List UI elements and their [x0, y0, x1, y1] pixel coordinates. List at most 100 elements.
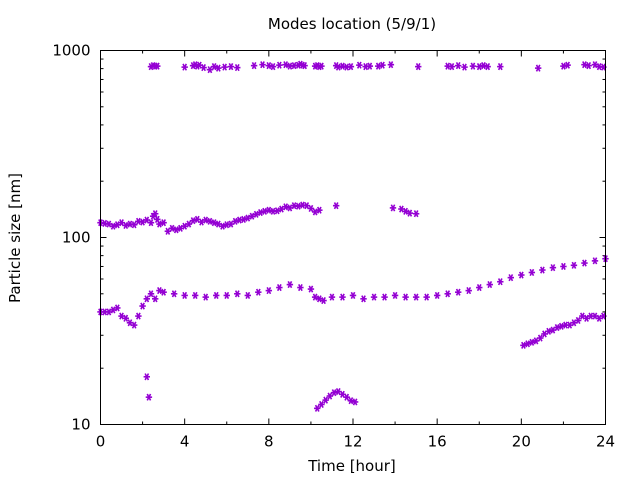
- data-point: [564, 61, 571, 69]
- data-point: [497, 63, 504, 71]
- data-point: [448, 63, 456, 71]
- data-point: [549, 264, 557, 272]
- data-point: [114, 304, 121, 312]
- data-point: [143, 295, 150, 303]
- data-point: [314, 404, 321, 412]
- data-point: [215, 64, 222, 72]
- data-point: [147, 290, 155, 298]
- plot-frame: [100, 50, 606, 425]
- data-point: [265, 206, 273, 214]
- data-point: [316, 206, 323, 214]
- data-point: [261, 207, 268, 215]
- data-point: [560, 262, 567, 271]
- data-point: [210, 219, 218, 227]
- data-point: [213, 291, 220, 299]
- x-tick-label: 24: [596, 433, 615, 451]
- data-point: [265, 62, 273, 70]
- x-tick-label: 20: [512, 433, 531, 451]
- data-point: [545, 327, 552, 335]
- x-tick-label: 16: [428, 433, 447, 451]
- data-point: [259, 61, 266, 69]
- data-point: [328, 293, 336, 301]
- data-point: [412, 293, 420, 301]
- data-point: [332, 202, 340, 210]
- data-point: [476, 63, 483, 71]
- data-point: [326, 392, 334, 400]
- data-point: [585, 62, 592, 70]
- data-point: [455, 62, 462, 70]
- data-point: [234, 290, 241, 298]
- data-point: [455, 288, 462, 296]
- data-point: [347, 397, 355, 405]
- x-tick-label: 0: [96, 433, 106, 451]
- data-point: [322, 396, 329, 404]
- data-point: [391, 291, 399, 299]
- data-point: [433, 291, 441, 299]
- data-point: [406, 209, 414, 217]
- data-point: [122, 314, 129, 322]
- data-point: [581, 259, 588, 267]
- data-point: [381, 293, 388, 301]
- data-point: [528, 268, 536, 277]
- data-point: [320, 296, 327, 305]
- data-point: [234, 64, 241, 72]
- data-point: [231, 217, 239, 225]
- y-tick-label: 10: [71, 416, 90, 434]
- data-point: [265, 287, 273, 295]
- data-point: [356, 61, 363, 69]
- data-point: [387, 61, 395, 69]
- data-point: [154, 62, 161, 70]
- data-point: [339, 62, 346, 70]
- data-point: [130, 321, 138, 329]
- data-point: [537, 334, 544, 342]
- data-point: [301, 62, 308, 70]
- data-point: [444, 290, 451, 298]
- data-point: [423, 293, 430, 301]
- x-axis-title: Time [hour]: [307, 457, 396, 475]
- data-point: [250, 62, 258, 70]
- data-point: [170, 290, 178, 298]
- data-point: [269, 63, 277, 71]
- data-point: [160, 288, 167, 296]
- data-point: [206, 66, 214, 74]
- data-point: [402, 293, 409, 301]
- data-point: [486, 281, 493, 289]
- data-points: [97, 60, 609, 412]
- data-point: [484, 63, 491, 71]
- data-point: [139, 302, 146, 310]
- data-point: [415, 63, 422, 71]
- data-point: [244, 291, 251, 299]
- y-axis-title: Particle size [nm]: [6, 173, 24, 303]
- data-point: [130, 221, 138, 229]
- data-point: [497, 278, 504, 286]
- data-point: [147, 219, 155, 227]
- data-point: [518, 271, 525, 279]
- data-point: [318, 62, 325, 70]
- data-point: [347, 63, 355, 71]
- data-point: [351, 398, 359, 406]
- data-point: [276, 61, 283, 69]
- data-point: [465, 287, 472, 295]
- data-point: [553, 323, 561, 332]
- data-point: [461, 63, 468, 71]
- data-point: [558, 322, 565, 330]
- data-point: [343, 393, 350, 401]
- x-tick-label: 4: [180, 433, 190, 451]
- data-point: [160, 219, 167, 227]
- y-tick-label: 1000: [52, 42, 90, 60]
- data-point: [480, 62, 487, 70]
- data-point: [223, 291, 230, 299]
- data-point: [282, 203, 289, 211]
- data-point: [181, 63, 188, 71]
- data-point: [297, 283, 304, 292]
- data-point: [570, 261, 578, 269]
- data-point: [221, 63, 228, 71]
- data-point: [476, 283, 483, 292]
- data-point: [181, 291, 188, 299]
- data-point: [591, 257, 599, 265]
- data-point: [200, 64, 207, 72]
- chart-title: Modes location (5/9/1): [268, 15, 436, 33]
- ticks: [100, 50, 606, 425]
- data-point: [206, 217, 214, 225]
